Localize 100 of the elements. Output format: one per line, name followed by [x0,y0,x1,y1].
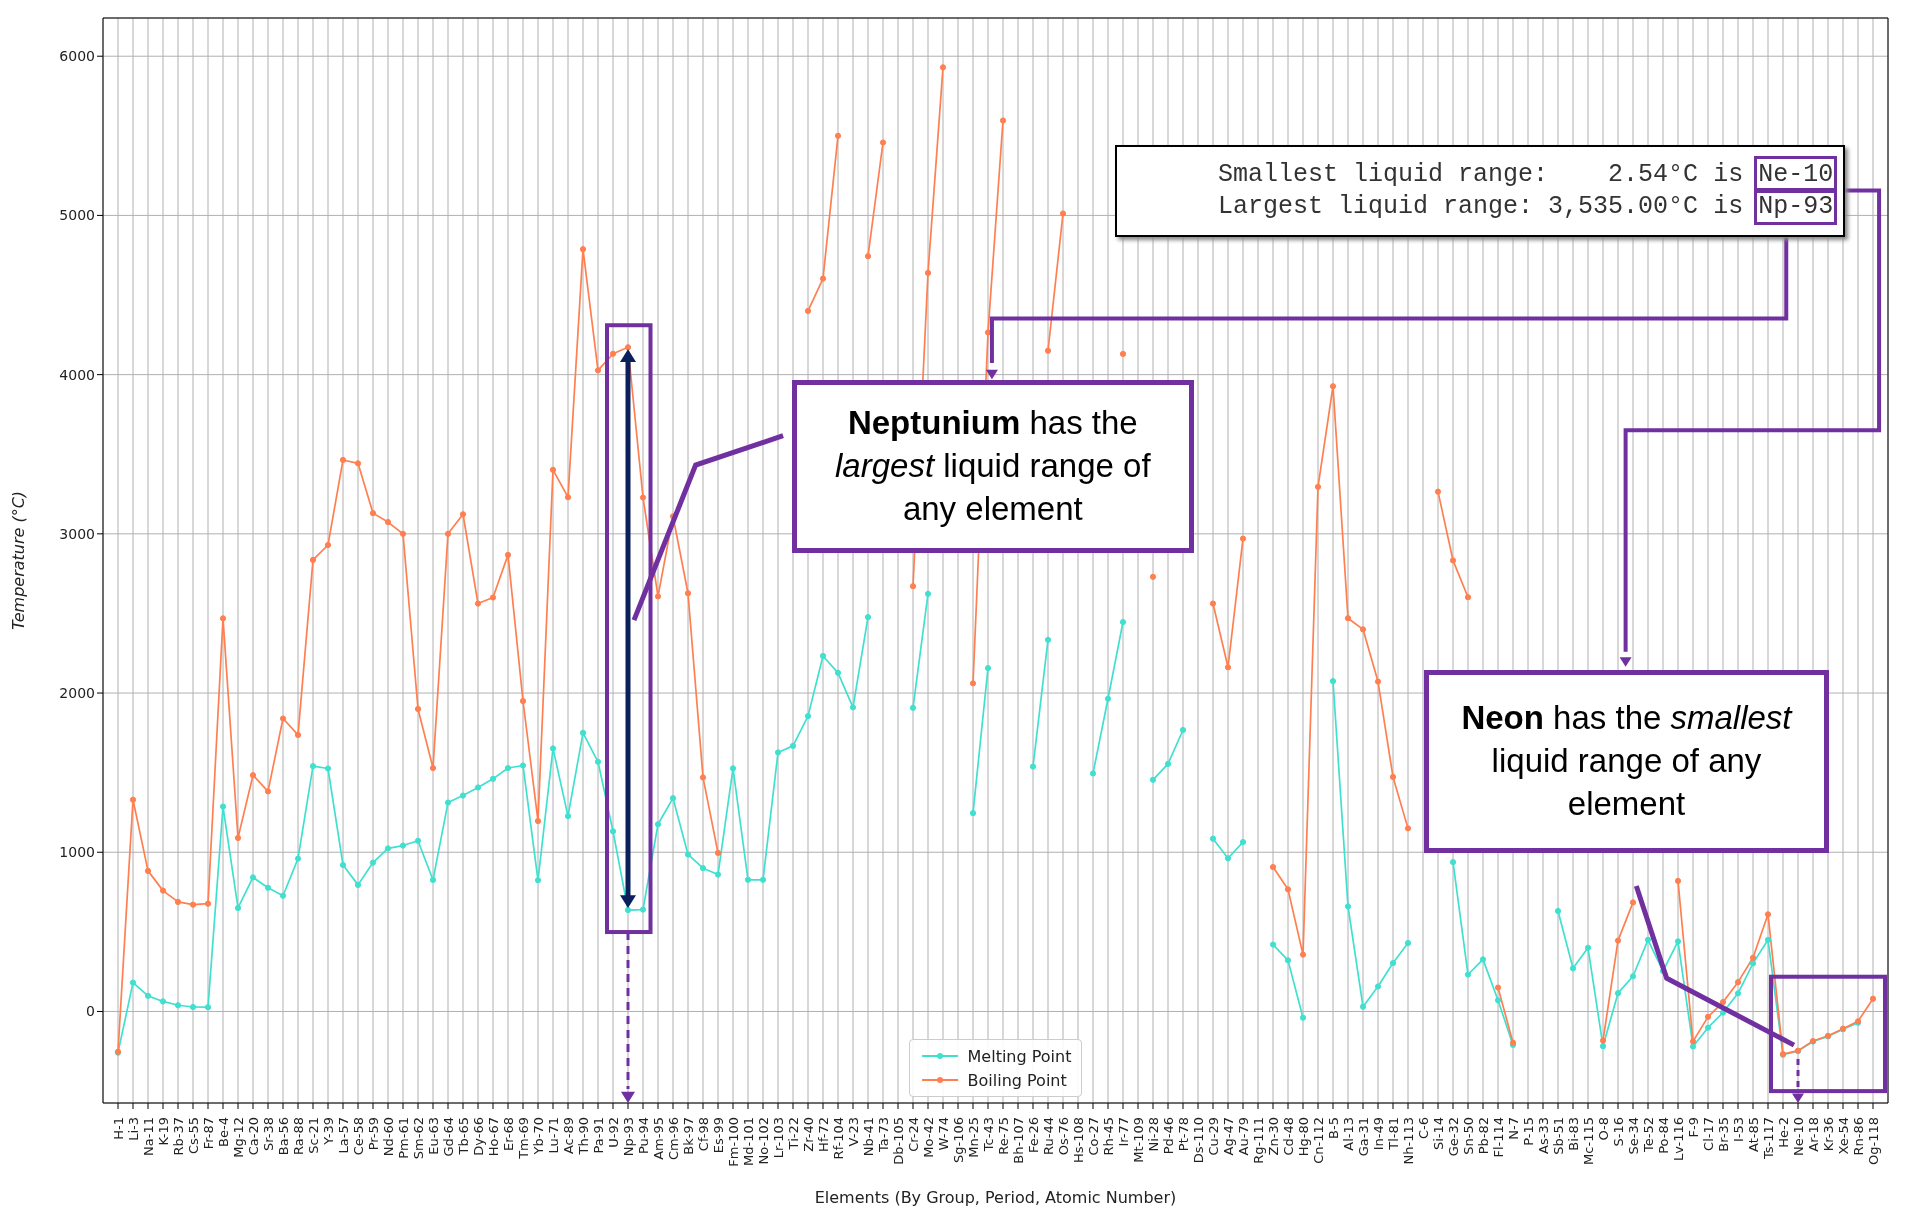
x-tick-label: Th-90 [575,1117,591,1156]
x-tick-label: Zr-40 [800,1117,816,1152]
x-tick-label: Md-101 [740,1117,756,1166]
x-tick-label: Hs-108 [1070,1117,1086,1164]
x-tick-label: Ce-58 [350,1117,366,1156]
x-tick-label: Os-76 [1055,1117,1071,1156]
y-tick-label: 3000 [59,525,95,542]
x-tick-label: Ta-73 [875,1117,891,1153]
x-tick-label: Fe-26 [1025,1117,1041,1153]
x-tick-label: Po-84 [1655,1117,1671,1154]
x-tick-label: Hf-72 [815,1117,831,1152]
x-tick-label: Og-118 [1865,1117,1881,1165]
y-tick-label: 5000 [59,207,95,224]
x-tick-label: Ba-56 [275,1117,291,1156]
x-tick-label: Cu-29 [1205,1117,1221,1156]
x-tick-label: Tl-81 [1385,1117,1401,1151]
x-tick-label: Se-34 [1625,1117,1641,1155]
x-tick-label: Cl-17 [1700,1117,1716,1151]
x-tick-label: F-9 [1685,1117,1701,1138]
x-tick-label: Au-79 [1235,1117,1251,1156]
annotation: Smallest liquid range: 2.54°C is Ne-10 [1218,158,1834,191]
x-tick-label: N-7 [1505,1117,1521,1140]
x-tick-label: Ra-88 [290,1117,306,1155]
x-tick-label: Na-11 [140,1117,156,1156]
x-tick-label: Bh-107 [1010,1117,1026,1164]
y-tick-label: 4000 [59,366,95,383]
annotation: Largest liquid range: 3,535.00°C is Np-93 [1218,191,1834,224]
info-box: Smallest liquid range: 2.54°C is Ne-10 Largest liquid range: 3,535.00°C is Np-93 [1115,144,1846,238]
x-tick-label: Bi-83 [1565,1117,1581,1151]
x-tick-label: He-2 [1775,1117,1791,1148]
legend-label: Melting Point [967,1046,1072,1066]
x-tick-label: S-16 [1610,1117,1626,1147]
x-tick-label: Ru-44 [1040,1117,1056,1155]
x-tick-label: Eu-63 [425,1117,441,1155]
x-tick-label: Zn-30 [1265,1117,1281,1156]
x-tick-label: Pu-94 [635,1117,651,1155]
x-tick-label: Er-68 [500,1117,516,1151]
x-tick-label: Ir-77 [1115,1117,1131,1147]
x-tick-label: Li-3 [125,1117,141,1141]
y-tick-label: 0 [86,1003,95,1020]
x-tick-label: Cr-24 [905,1117,921,1152]
x-tick-label: Kr-36 [1820,1117,1836,1152]
x-tick-label: Bk-97 [680,1117,696,1155]
x-tick-label: Cf-98 [695,1117,711,1152]
x-tick-label: Rh-45 [1100,1117,1116,1156]
x-tick-label: Rg-111 [1250,1117,1266,1164]
x-tick-label: Lr-103 [770,1117,786,1159]
x-tick-label: Rn-86 [1850,1117,1866,1156]
x-tick-label: Al-13 [1340,1117,1356,1151]
x-tick-label: Pa-91 [590,1117,606,1154]
y-axis-title: Temperature (°C) [8,490,28,631]
x-tick-label: Pt-78 [1175,1117,1191,1152]
x-tick-label: Ga-31 [1355,1117,1371,1157]
x-tick-label: Sb-51 [1550,1117,1566,1155]
x-tick-label: Mg-12 [230,1117,246,1158]
x-tick-label: Te-52 [1640,1117,1656,1153]
callout-box: Neptunium has the largest liquid range of any element [792,380,1194,553]
x-tick-label: W-74 [935,1117,951,1151]
x-tick-label: Ag-47 [1220,1117,1236,1156]
x-tick-label: P-15 [1520,1117,1536,1146]
x-tick-label: O-8 [1595,1117,1611,1141]
x-tick-label: Tc-43 [980,1117,996,1153]
x-tick-label: Nb-41 [860,1117,876,1157]
x-tick-label: Es-99 [710,1117,726,1154]
x-tick-label: In-49 [1370,1117,1386,1151]
x-tick-label: Ti-22 [785,1117,801,1151]
x-tick-label: Sn-50 [1460,1117,1476,1155]
x-tick-label: Db-105 [890,1117,906,1165]
x-tick-label: Ge-32 [1445,1117,1461,1157]
x-tick-label: Sm-62 [410,1117,426,1160]
x-tick-label: Pr-59 [365,1117,381,1151]
x-tick-label: Sc-21 [305,1117,321,1154]
x-tick-label: At-85 [1745,1117,1761,1152]
x-tick-label: Sg-106 [950,1117,966,1164]
x-tick-label: La-57 [335,1117,351,1154]
x-tick-label: Lu-71 [545,1117,561,1154]
x-tick-label: C-6 [1415,1117,1431,1140]
x-tick-label: Sr-38 [260,1117,276,1151]
x-tick-label: Br-35 [1715,1117,1731,1152]
x-tick-label: Ho-67 [485,1117,501,1157]
x-tick-label: Pd-46 [1160,1117,1176,1155]
x-tick-label: Mt-109 [1130,1117,1146,1163]
callout-box: Neon has the smallest liquid range of any element [1423,670,1830,854]
x-tick-label: Ni-28 [1145,1117,1161,1152]
x-tick-label: Np-93 [620,1117,636,1157]
x-tick-label: No-102 [755,1117,771,1165]
y-tick-label: 6000 [59,48,95,65]
x-axis-title: Elements (By Group, Period, Atomic Number) [814,1188,1177,1207]
x-tick-label: Cm-96 [665,1117,681,1160]
x-tick-label: Cs-55 [185,1117,201,1155]
x-tick-label: Tm-69 [515,1117,531,1160]
x-tick-label: Lv-116 [1670,1117,1686,1162]
x-tick-label: As-33 [1535,1117,1551,1154]
x-tick-label: Fr-87 [200,1117,216,1150]
x-tick-label: Ts-117 [1760,1117,1776,1161]
x-tick-label: Fl-114 [1490,1117,1506,1158]
x-tick-label: Y-39 [320,1117,336,1146]
x-tick-label: Mc-115 [1580,1117,1596,1165]
x-tick-label: B-5 [1325,1117,1341,1139]
x-tick-label: Cd-48 [1280,1117,1296,1156]
